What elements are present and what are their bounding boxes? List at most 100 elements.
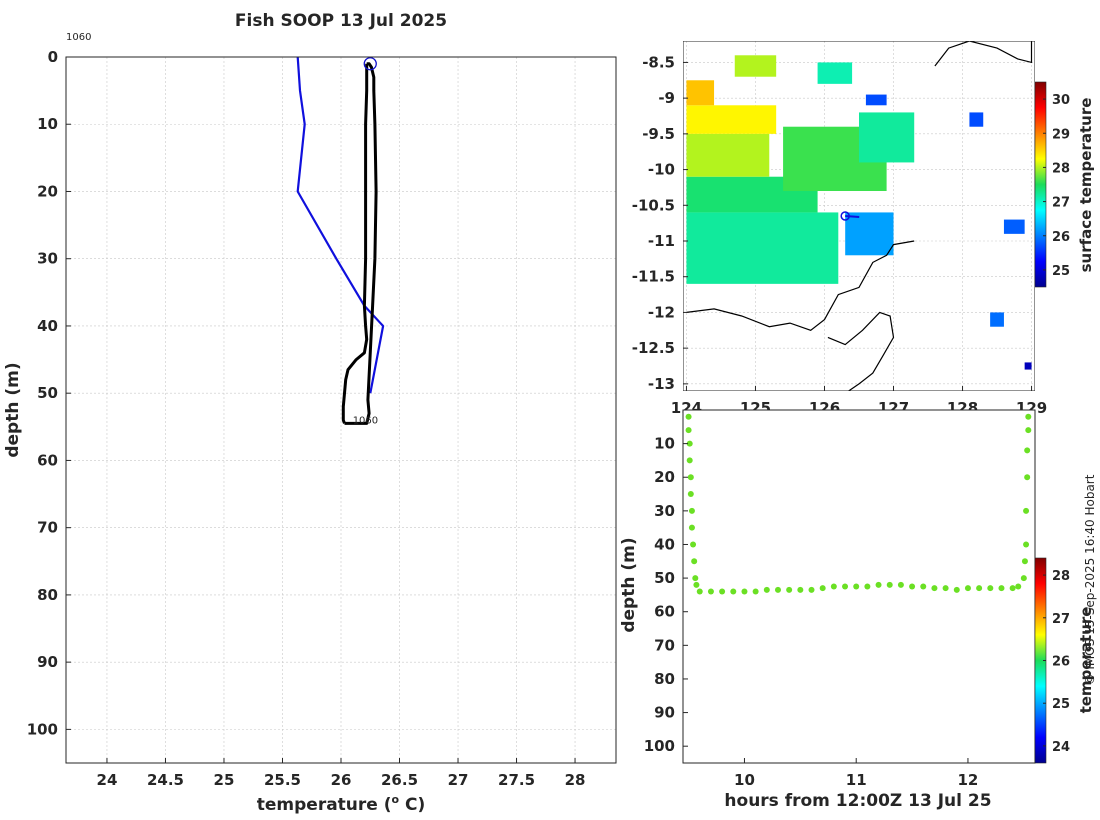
depth-time-y-tick-label: 50 xyxy=(654,569,675,587)
chart-title: Fish SOOP 13 Jul 2025 xyxy=(235,11,447,31)
depth-time-point xyxy=(998,585,1005,592)
depth-time-point xyxy=(819,585,826,592)
depth-time-colorbar-tick-label: 28 xyxy=(1052,569,1070,584)
depth-time-colorbar-tick-label: 24 xyxy=(1052,740,1070,755)
profile-x-tick-label: 28 xyxy=(565,771,586,789)
profile-x-tick-label: 24.5 xyxy=(147,771,184,789)
depth-time-point xyxy=(719,588,726,595)
profile-y-tick-label: 50 xyxy=(37,384,58,402)
profile-y-tick-label: 30 xyxy=(37,250,58,268)
depth-time-point xyxy=(752,588,759,595)
depth-time-point xyxy=(1023,541,1030,548)
depth-time-colorbar-label: temperature xyxy=(1077,607,1095,714)
depth-time-y-tick-label: 20 xyxy=(654,468,675,486)
map-colorbar-bar xyxy=(1034,81,1047,288)
map-y-tick-label: -12 xyxy=(648,303,675,321)
profile-y-tick-label: 60 xyxy=(37,451,58,469)
profile-x-tick-label: 25 xyxy=(214,771,235,789)
map-colorbar-tick-label: 25 xyxy=(1052,264,1070,279)
depth-time-point xyxy=(692,575,699,582)
sst-patch xyxy=(1003,219,1025,234)
depth-time-point xyxy=(886,581,893,588)
depth-time-point xyxy=(808,586,815,593)
depth-time-point xyxy=(696,588,703,595)
profile-y-tick-label: 10 xyxy=(37,115,58,133)
sst-patch xyxy=(686,80,715,106)
profile-x-tick-label: 25.5 xyxy=(264,771,301,789)
map-y-tick-label: -10.5 xyxy=(632,196,675,214)
depth-time-point xyxy=(730,588,737,595)
map-colorbar-tick-label: 29 xyxy=(1052,127,1070,142)
depth-time-colorbar-tick-label: 27 xyxy=(1052,612,1070,627)
depth-time-y-tick-label: 60 xyxy=(654,603,675,621)
depth-time-point xyxy=(830,583,837,590)
depth-time-point xyxy=(1024,474,1031,481)
depth-time-point xyxy=(687,474,694,481)
depth-time-point xyxy=(685,413,692,420)
depth-time-point xyxy=(953,586,960,593)
depth-time-points xyxy=(685,413,1032,595)
depth-time-point xyxy=(1024,447,1031,454)
profile-series xyxy=(296,57,385,425)
ship-track-line xyxy=(845,215,860,218)
depth-time-point xyxy=(741,588,748,595)
depth-time-y-tick-label: 40 xyxy=(654,535,675,553)
sst-patch xyxy=(686,212,839,284)
sst-patch xyxy=(686,133,770,177)
map-colorbar-label: surface temperature xyxy=(1077,98,1095,273)
map-colorbar-tick-label: 30 xyxy=(1052,93,1070,108)
profile-annotation: 1060 xyxy=(66,32,91,43)
depth-time-point xyxy=(688,524,695,531)
coastline-timor xyxy=(934,41,1033,67)
profile-line-profile-return xyxy=(344,62,378,425)
depth-time-point xyxy=(853,583,860,590)
map-colorbar-tick-label: 27 xyxy=(1052,196,1070,211)
map-y-tick-label: -11 xyxy=(648,232,675,250)
ship-position-marker xyxy=(840,211,850,221)
coastline-australia-kimberley xyxy=(686,240,915,331)
map-colorbar-tick-label: 28 xyxy=(1052,161,1070,176)
depth-time-colorbar-ticks: 24 25 26 27 28 xyxy=(1043,569,1070,755)
profile-x-tick-label: 26.5 xyxy=(381,771,418,789)
profile-x-tick-label: 27 xyxy=(448,771,469,789)
depth-time-y-tick-label: 90 xyxy=(654,704,675,722)
profile-line-profile xyxy=(341,63,369,424)
coastline-australia-east xyxy=(827,311,895,391)
depth-time-point xyxy=(942,585,949,592)
depth-time-point xyxy=(920,583,927,590)
depth-time-x-ticks: 10 11 12 xyxy=(734,758,978,789)
profile-x-ticks: 24 24.5 25 25.5 26 26.5 27 27.5 28 xyxy=(97,758,586,789)
depth-time-point xyxy=(1020,575,1027,582)
depth-time-y-label: depth (m) xyxy=(619,537,639,632)
depth-time-point xyxy=(707,588,714,595)
profile-y-tick-label: 80 xyxy=(37,586,58,604)
profile-y-tick-label: 40 xyxy=(37,317,58,335)
profile-y-tick-label: 100 xyxy=(27,720,58,738)
depth-time-y-tick-label: 80 xyxy=(654,670,675,688)
profile-y-ticks: 0 10 20 30 40 50 60 70 80 90 100 xyxy=(27,48,71,738)
depth-time-point xyxy=(774,586,781,593)
depth-time-point xyxy=(1023,507,1030,514)
depth-time-point xyxy=(686,457,693,464)
profile-annotation: 1060 xyxy=(353,415,378,426)
depth-time-point xyxy=(931,585,938,592)
depth-time-x-label: hours from 12:00Z 13 Jul 25 xyxy=(724,791,991,811)
profile-x-label: temperature (o C) xyxy=(257,793,426,815)
profile-y-tick-label: 0 xyxy=(48,48,58,66)
profile-grid xyxy=(66,56,616,763)
profile-x-tick-label: 24 xyxy=(97,771,118,789)
depth-time-point xyxy=(964,585,971,592)
depth-time-point xyxy=(1025,413,1032,420)
depth-time-point xyxy=(976,585,983,592)
sst-patch xyxy=(859,112,915,163)
depth-time-colorbar-tick-label: 25 xyxy=(1052,697,1070,712)
depth-time-point xyxy=(687,491,694,498)
map-y-ticks: -8.5 -9 -9.5 -10 -10.5 -11 -11.5 -12 -12.5 -13 xyxy=(632,53,688,393)
profile-y-tick-label: 20 xyxy=(37,182,58,200)
depth-time-y-tick-label: 70 xyxy=(654,636,675,654)
map-y-tick-label: -13 xyxy=(648,375,675,393)
map-colorbar-tick-label: 26 xyxy=(1052,230,1070,245)
depth-time-point xyxy=(686,440,693,447)
depth-time-point xyxy=(786,586,793,593)
